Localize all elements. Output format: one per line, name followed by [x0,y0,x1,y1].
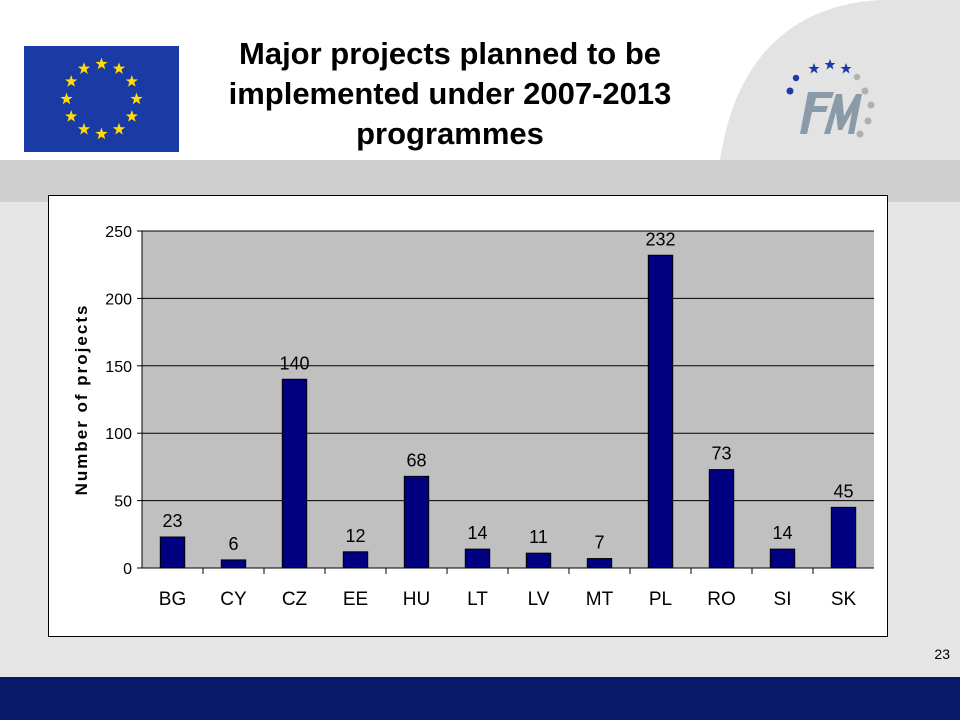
data-label: 140 [279,353,309,373]
eu-star-icon [130,92,143,105]
data-label: 73 [711,444,731,464]
bar-mt [586,558,613,569]
eu-star-icon [77,122,91,135]
y-tick-label: 0 [123,561,132,578]
bar-ee [342,551,369,569]
x-tick-label: PL [649,589,672,610]
x-tick-label: RO [707,589,736,610]
data-label: 11 [529,527,548,547]
data-label: 68 [406,450,426,470]
footer-bar [0,677,960,720]
bar-chart-svg: 0 50 100 150 200 250 23 BG 6 CY 140 CZ 12 EE 68 HU 14 LT 1… [72,224,874,610]
eu-star-icon [77,62,91,74]
data-label: 7 [594,533,604,553]
x-tick-label: LT [467,589,488,610]
bar-ro [708,469,735,569]
x-tick-label: EE [343,589,368,610]
bar-hu [403,475,430,569]
x-tick-label: HU [403,589,430,610]
bar-pl [647,254,674,569]
eu-flag-icon [24,46,179,152]
eu-star-icon [65,75,78,87]
data-label: 45 [833,481,853,501]
data-label: 6 [228,534,238,554]
x-tick-label: SI [774,589,792,610]
y-tick-label: 150 [105,359,132,376]
x-tick-label: LV [528,589,550,610]
data-label: 14 [772,523,792,543]
data-label: 14 [467,523,487,543]
eu-star-icon [125,110,138,122]
bar-bg [159,536,186,569]
y-tick-label: 250 [105,224,132,241]
data-label: 232 [645,229,675,249]
y-tick-label: 200 [105,291,132,308]
x-tick-label: MT [586,589,614,610]
bar-chart: 0 50 100 150 200 250 23 BG 6 CY 140 CZ 12 EE 68 HU 14 LT 1… [48,195,888,637]
eu-star-icon [112,122,126,135]
slide-title: Major projects planned to be implemented… [228,36,672,151]
eu-star-icon [112,62,126,74]
y-tick-label: 100 [105,426,132,443]
eu-star-icon [125,75,138,87]
x-tick-label: CY [220,589,247,610]
header-wave-decoration [720,0,960,160]
bar-si [769,548,796,569]
x-tick-label: SK [831,589,857,610]
bar-lv [525,552,552,569]
bar-cz [281,378,308,569]
page-number: 23 [934,646,950,662]
eu-star-icon [60,92,73,105]
bar-sk [830,506,857,569]
fm-logo-icon [780,54,880,149]
bar-cy [220,559,247,569]
plot-area [142,231,874,568]
y-tick-label: 50 [114,494,132,511]
x-tick-label: CZ [282,589,308,610]
eu-star-icon [95,57,108,70]
bar-lt [464,548,491,569]
data-label: 23 [162,511,182,531]
y-axis-label: Number of projects [72,304,91,496]
eu-star-icon [95,127,108,140]
data-label: 12 [345,526,365,546]
eu-star-icon [65,110,78,122]
x-tick-label: BG [159,589,186,610]
